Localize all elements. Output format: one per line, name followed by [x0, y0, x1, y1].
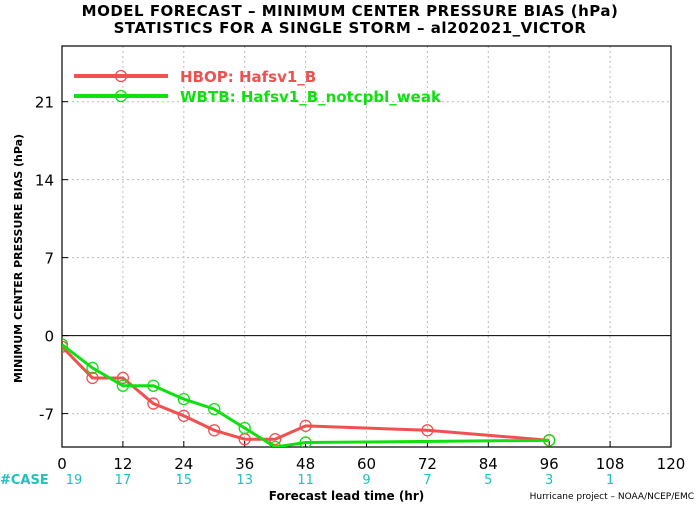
series-point-2 [208, 402, 221, 416]
y-axis-label: MINIMUM CENTER PRESSURE BIAS (hPa) [12, 134, 25, 383]
series-point-1 [421, 424, 434, 437]
x-tick-label: 60 [357, 455, 376, 473]
legend-marker-1 [114, 69, 128, 83]
case-count: 11 [297, 473, 314, 488]
case-count: 1 [606, 473, 614, 488]
series-point-2 [116, 379, 130, 392]
series-point-1 [208, 424, 221, 437]
credit-text: Hurricane project – NOAA/NCEP/EMC [529, 492, 694, 502]
x-tick-label: 48 [296, 455, 315, 473]
series-point-1 [116, 371, 130, 385]
case-count: 15 [176, 473, 193, 488]
series-point-2 [86, 361, 99, 375]
series-point-1 [268, 433, 282, 446]
y-tick-label: -7 [39, 406, 54, 424]
case-count: 5 [484, 473, 492, 488]
chart-title: MODEL FORECAST – MINIMUM CENTER PRESSURE… [81, 2, 619, 20]
x-tick-label: 108 [596, 455, 625, 473]
case-count: 7 [423, 473, 431, 488]
series-point-2 [177, 392, 190, 406]
case-count: 13 [236, 473, 253, 488]
x-tick-label: 24 [174, 455, 193, 473]
series-line-1 [62, 345, 550, 442]
x-tick-label: 120 [657, 455, 686, 473]
series-point-1 [177, 409, 190, 422]
y-tick-label: 14 [35, 172, 54, 190]
legend-label-2: WBTB: Hafsv1_B_notcpbl_weak [180, 88, 442, 106]
series-point-2 [62, 338, 69, 351]
x-tick-label: 0 [57, 455, 67, 473]
series-line-2 [62, 343, 550, 447]
x-tick-label: 12 [113, 455, 132, 473]
y-tick-label: 21 [35, 94, 54, 112]
series-point-2 [269, 440, 282, 447]
legend-label-1: HBOP: Hafsv1_B [180, 68, 316, 86]
x-axis-label: Forecast lead time (hr) [269, 489, 425, 503]
case-row-label: #CASE [0, 473, 49, 488]
case-count: 9 [362, 473, 370, 488]
x-tick-label: 72 [418, 455, 437, 473]
series-point-1 [86, 371, 99, 385]
case-count: 3 [545, 473, 553, 488]
legend-marker-2 [114, 89, 128, 103]
y-tick-label: 7 [44, 250, 54, 268]
y-tick-label: 0 [44, 328, 54, 346]
chart-subtitle: STATISTICS FOR A SINGLE STORM – al202021… [113, 19, 587, 37]
series-point-1 [147, 397, 160, 410]
series-point-1 [299, 419, 312, 432]
case-count: 17 [115, 473, 132, 488]
series-point-2 [299, 436, 312, 447]
case-count: 19 [66, 473, 83, 488]
series-point-2 [147, 379, 160, 392]
x-tick-label: 96 [540, 455, 559, 473]
x-tick-label: 84 [479, 455, 498, 473]
series-point-2 [543, 434, 556, 447]
series-point-2 [238, 421, 251, 435]
x-tick-label: 36 [235, 455, 254, 473]
